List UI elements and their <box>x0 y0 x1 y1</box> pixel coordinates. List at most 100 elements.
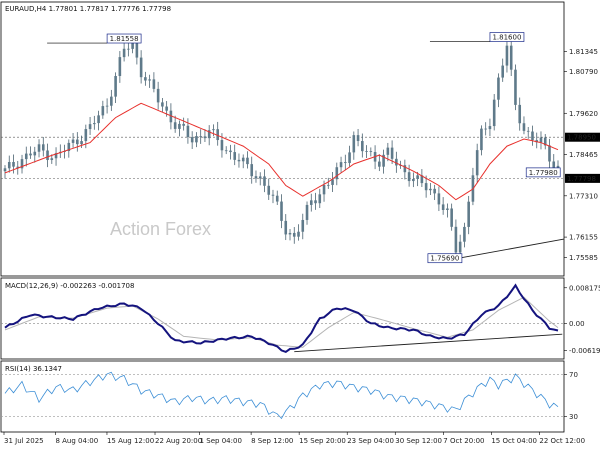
candle-body <box>505 45 509 66</box>
candle-body <box>118 57 122 77</box>
candle-body <box>29 153 32 156</box>
candle-body <box>33 151 37 156</box>
candle-body <box>203 136 207 139</box>
candle-body <box>297 231 300 237</box>
candle-body <box>46 150 49 161</box>
candle-body <box>195 136 198 143</box>
candle-body <box>76 139 79 145</box>
candle-body <box>382 154 385 167</box>
candle-body <box>271 194 275 196</box>
candle-body <box>539 137 543 143</box>
candle-body <box>531 131 534 141</box>
price-header: EURAUD,H4 1.77801 1.77817 1.77776 1.7779… <box>5 5 171 13</box>
candle-body <box>190 137 194 143</box>
candle-body <box>110 96 113 106</box>
x-axis-tick-label: 8 Aug 04:00 <box>55 437 98 445</box>
price-axis: 1.81345 1.80790 1.79620 1.78465 1.77310 1.761… <box>564 48 600 262</box>
candle-body <box>186 125 190 138</box>
candle-body <box>105 105 109 107</box>
candle-body <box>207 130 211 139</box>
price-axis-tick-label: 1.78465 <box>569 151 598 159</box>
candle-body <box>475 150 479 176</box>
candle-body <box>24 153 28 160</box>
rsi-axis-tick-label: 30 <box>569 413 578 421</box>
candle-body <box>173 122 177 129</box>
candle-body <box>258 176 262 179</box>
candle-body <box>284 220 288 235</box>
candle-body <box>369 151 373 153</box>
price-axis-tick-label: 1.75585 <box>569 254 598 262</box>
candle-body <box>454 226 458 253</box>
rsi-axis-tick-label: 70 <box>569 371 578 379</box>
price-axis-tick-label: 1.79620 <box>569 110 598 118</box>
price-axis-tick-label: 1.76155 <box>569 234 598 242</box>
candle-body <box>169 110 173 123</box>
candle-body <box>54 153 58 159</box>
candle-body <box>122 48 126 58</box>
candle-body <box>437 193 441 205</box>
candle-body <box>301 219 305 232</box>
macd-header: MACD(12,26,9) -0.002263 -0.001708 <box>5 282 134 290</box>
candle-body <box>246 157 249 165</box>
price-marker-label-0: 1.78950 <box>567 134 596 142</box>
candle-body <box>229 150 232 153</box>
price-marker-box-0 <box>565 132 600 142</box>
x-axis-tick-label: 15 Aug 12:00 <box>107 437 154 445</box>
candle-body <box>88 124 92 130</box>
candle-body <box>41 144 45 151</box>
candle-body <box>93 123 96 125</box>
candle-body <box>212 129 215 131</box>
candle-body <box>552 161 556 168</box>
price-axis-tick-label: 1.77310 <box>569 192 598 200</box>
macd-axis: 0.008175 0.00 -0.006199 <box>564 284 600 355</box>
candle-body <box>390 147 394 159</box>
price-axis-tick-label: 1.81345 <box>569 48 598 56</box>
x-axis-tick-label: 15 Oct 04:00 <box>491 437 537 445</box>
candle-body <box>165 106 168 111</box>
candle-body <box>131 42 134 49</box>
candle-body <box>441 204 445 210</box>
rsi-line <box>4 371 559 420</box>
x-axis-tick-label: 22 Oct 12:00 <box>539 437 585 445</box>
candle-body <box>492 99 496 127</box>
candle-body <box>352 135 356 153</box>
annotation-label-0: 1.81558 <box>110 35 139 43</box>
candle-body <box>322 185 326 195</box>
candle-body <box>501 65 504 78</box>
candle-body <box>556 165 560 168</box>
candle-body <box>412 178 415 182</box>
candle-body <box>267 185 271 195</box>
candle-body <box>522 123 526 131</box>
candle-body <box>233 152 237 160</box>
candle-body <box>429 188 432 191</box>
candle-body <box>420 175 424 184</box>
price-trendline <box>455 238 565 260</box>
candle-body <box>220 140 224 151</box>
candle-body <box>16 166 20 169</box>
candle-body <box>403 165 407 173</box>
candle-body <box>305 204 309 220</box>
candle-body <box>407 172 411 182</box>
candle-body <box>263 176 266 186</box>
x-axis-tick-label: 22 Aug 20:00 <box>155 437 202 445</box>
price-pane-frame <box>0 1 565 277</box>
price-marker-label-1: 1.77798 <box>567 175 596 183</box>
candle-body <box>514 69 517 105</box>
candle-body <box>526 130 530 132</box>
candle-body <box>135 42 139 58</box>
candle-body <box>101 106 105 116</box>
candle-body <box>433 188 436 194</box>
x-axis-tick-label: 31 Jul 2025 <box>4 437 44 445</box>
candle-body <box>450 208 453 227</box>
macd-axis-tick-label: 0.00 <box>569 320 585 328</box>
candle-body <box>224 150 228 152</box>
candle-body <box>12 162 15 167</box>
annotation-box-2 <box>525 167 561 178</box>
candle-body <box>480 128 483 151</box>
x-axis-tick-label: 30 Sep 12:00 <box>395 437 442 445</box>
macd-axis-tick-label: 0.008175 <box>569 284 600 292</box>
rsi-pane-frame <box>0 360 565 433</box>
macd-line <box>4 283 559 354</box>
candle-body <box>424 183 428 191</box>
